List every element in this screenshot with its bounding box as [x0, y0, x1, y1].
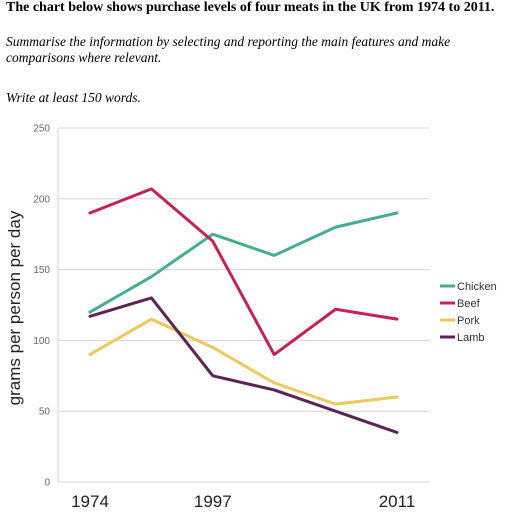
y-tick-label: 250 — [33, 124, 50, 135]
prompt-instruction: Summarise the information by selecting a… — [6, 34, 451, 65]
x-tick-label: 1974 — [71, 492, 109, 511]
series-line-pork — [88, 317, 399, 406]
legend-label: Beef — [457, 298, 481, 310]
y-tick-labels: 0 50 100 150 200 250 — [33, 124, 50, 489]
series-layer — [88, 187, 399, 434]
x-tick-label: 1997 — [194, 492, 232, 511]
y-tick-label: 150 — [33, 265, 50, 276]
x-tick-labels: 1974 1997 2011 — [71, 492, 415, 511]
y-tick-label: 50 — [39, 407, 51, 418]
y-tick-label: 0 — [44, 478, 50, 489]
chart-background — [0, 116, 512, 512]
legend-label: Pork — [457, 315, 480, 327]
prompt-title: The chart below shows purchase levels of… — [6, 0, 495, 15]
y-tick-label: 100 — [33, 336, 50, 347]
legend-label: Lamb — [457, 332, 485, 344]
y-tick-label: 200 — [33, 194, 50, 205]
chart-svg: 0 50 100 150 200 250 1974 1997 2011 Chicken Beef… — [0, 116, 512, 512]
series-line-chicken — [88, 211, 399, 314]
grid-layer — [57, 127, 430, 483]
legend: Chicken Beef Pork Lamb — [440, 281, 497, 344]
legend-label: Chicken — [457, 281, 497, 293]
series-line-lamb — [88, 296, 399, 434]
series-line-beef — [88, 187, 399, 357]
x-tick-label: 2011 — [379, 492, 416, 511]
prompt-word-count: Write at least 150 words. — [6, 90, 141, 105]
y-axis-label: grams per person per day — [5, 210, 24, 405]
line-chart: 0 50 100 150 200 250 1974 1997 2011 Chicken Beef… — [0, 116, 512, 512]
